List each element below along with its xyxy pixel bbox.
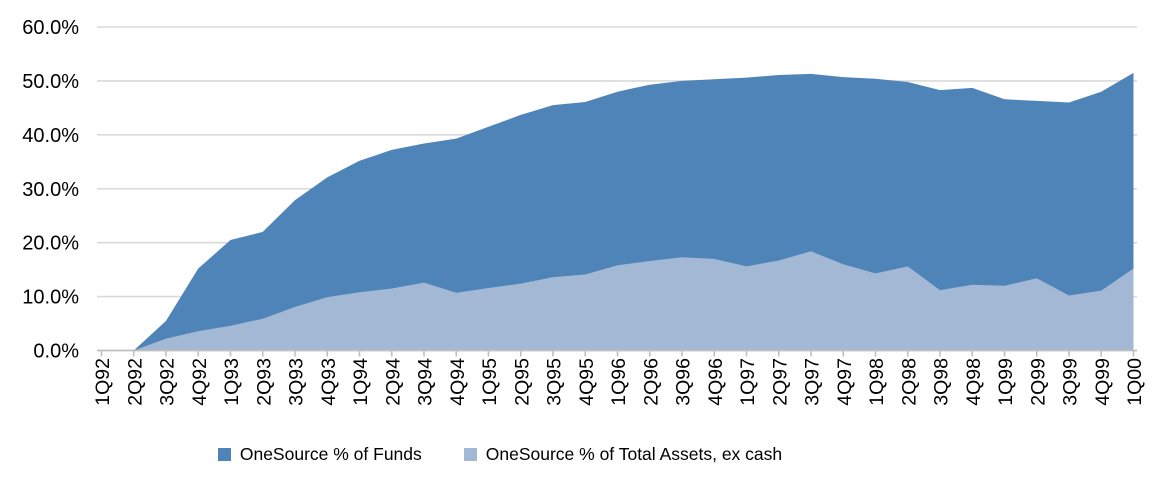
chart-legend: OneSource % of Funds OneSource % of Tota…: [0, 438, 1000, 470]
x-tick-label: 3Q96: [673, 358, 695, 406]
x-tick-label: 3Q98: [931, 358, 953, 406]
legend-label-assets: OneSource % of Total Assets, ex cash: [485, 443, 783, 464]
x-tick-label: 4Q96: [705, 358, 727, 406]
x-tick-label: 3Q92: [157, 358, 179, 406]
x-tick-label: 4Q93: [318, 358, 340, 406]
area-series-1: [101, 251, 1134, 351]
x-tick-label: 3Q99: [1060, 358, 1082, 406]
y-tick-label: 40.0%: [22, 125, 79, 147]
x-tick-label: 3Q93: [286, 358, 308, 406]
y-tick-label: 20.0%: [22, 233, 79, 255]
x-tick-label: 2Q95: [511, 358, 533, 406]
x-tick-label: 1Q95: [479, 358, 501, 406]
x-tick-label: 4Q99: [1092, 358, 1114, 406]
y-tick-label: 10.0%: [22, 287, 79, 309]
x-tick-label: 2Q92: [124, 358, 146, 406]
x-tick-label: 1Q99: [995, 358, 1017, 406]
x-tick-label: 2Q93: [253, 358, 275, 406]
y-tick-label: 30.0%: [22, 179, 79, 201]
x-tick-label: 2Q94: [382, 358, 404, 406]
x-tick-label: 1Q98: [866, 358, 888, 406]
legend-label-funds: OneSource % of Funds: [239, 443, 422, 464]
x-tick-label: 1Q00: [1124, 358, 1146, 406]
x-tick-label: 4Q94: [447, 358, 469, 406]
legend-swatch-assets-icon: [463, 447, 477, 461]
y-tick-label: 0.0%: [33, 341, 79, 363]
x-tick-label: 2Q96: [640, 358, 662, 406]
x-tick-label: 2Q97: [769, 358, 791, 406]
legend-item-funds: OneSource % of Funds: [217, 443, 422, 465]
x-tick-label: 3Q97: [802, 358, 824, 406]
y-tick-label: 60.0%: [22, 17, 79, 39]
x-tick-label: 3Q95: [544, 358, 566, 406]
x-tick-label: 1Q94: [350, 358, 372, 406]
x-tick-label: 4Q97: [834, 358, 856, 406]
x-tick-label: 2Q98: [898, 358, 920, 406]
x-tick-label: 4Q98: [963, 358, 985, 406]
x-tick-label: 2Q99: [1027, 358, 1049, 406]
x-tick-label: 4Q95: [576, 358, 598, 406]
legend-item-assets: OneSource % of Total Assets, ex cash: [463, 443, 783, 465]
x-tick-label: 4Q92: [189, 358, 211, 406]
y-tick-label: 50.0%: [22, 71, 79, 93]
legend-swatch-funds-icon: [217, 447, 231, 461]
x-tick-label: 1Q97: [737, 358, 759, 406]
x-tick-label: 1Q96: [608, 358, 630, 406]
x-tick-label: 1Q93: [221, 358, 243, 406]
x-tick-label: 3Q94: [415, 358, 437, 406]
x-tick-label: 1Q92: [92, 358, 114, 406]
